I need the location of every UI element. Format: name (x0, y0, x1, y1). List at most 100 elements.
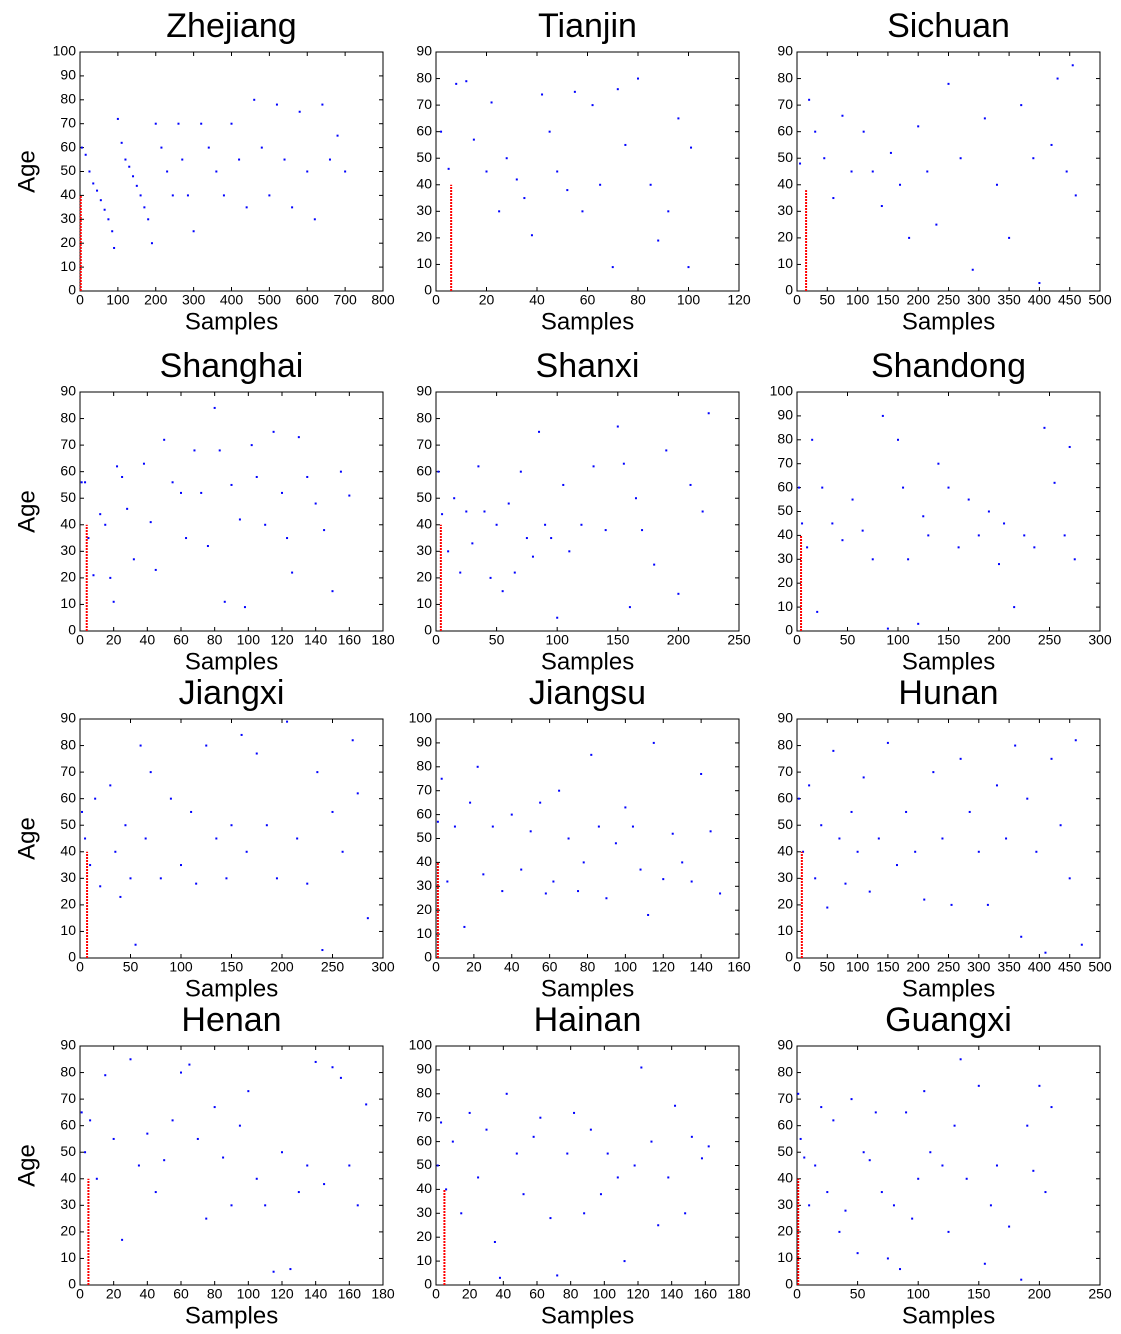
point (1050, 757, 1053, 760)
y-tick-label: 30 (60, 1196, 76, 1212)
plot-frame (796, 391, 1101, 632)
point (868, 890, 871, 893)
point (95, 1177, 98, 1180)
point (707, 1145, 710, 1148)
point (926, 170, 929, 173)
point (121, 475, 124, 478)
y-tick-label: 10 (60, 1249, 76, 1265)
point (1043, 426, 1046, 429)
point (139, 744, 142, 747)
y-tick-label: 50 (777, 502, 793, 518)
point (1013, 606, 1016, 609)
x-tick-label: 0 (432, 632, 440, 648)
point (505, 157, 508, 160)
point (1005, 837, 1008, 840)
point (868, 1159, 871, 1162)
point (1035, 850, 1038, 853)
point (850, 170, 853, 173)
point (590, 753, 593, 756)
y-tick-label: 30 (60, 869, 76, 885)
point (899, 1268, 902, 1271)
point (323, 529, 326, 532)
point (365, 1103, 368, 1106)
point (240, 733, 243, 736)
x-tick-label: 250 (321, 959, 345, 975)
point (674, 1104, 677, 1107)
point (580, 523, 583, 526)
y-tick-label: 0 (424, 1276, 432, 1292)
point (463, 925, 466, 928)
point (634, 497, 637, 500)
x-tick-label: 60 (542, 959, 558, 975)
point (275, 103, 278, 106)
point (297, 1191, 300, 1194)
point (519, 470, 522, 473)
point (657, 1224, 660, 1227)
point (436, 820, 439, 823)
point (862, 130, 865, 133)
point (313, 218, 316, 221)
point (104, 523, 107, 526)
x-tick-label: 200 (907, 959, 931, 975)
x-axis-label: Samples (541, 648, 634, 675)
y-tick-label: 40 (416, 175, 432, 191)
point (947, 82, 950, 85)
x-tick-label: 250 (937, 959, 961, 975)
y-tick-label: 80 (416, 409, 432, 425)
x-tick-label: 0 (76, 632, 84, 648)
point (213, 406, 216, 409)
point (823, 157, 826, 160)
point (667, 1176, 670, 1179)
point (1059, 824, 1062, 827)
point (306, 882, 309, 885)
point (116, 465, 119, 468)
point (562, 483, 565, 486)
point (331, 590, 334, 593)
y-tick-label: 10 (416, 595, 432, 611)
x-tick-label: 100 (546, 632, 570, 648)
y-tick-label: 30 (416, 1204, 432, 1220)
chart-title: Jiangsu (529, 674, 646, 712)
x-tick-label: 160 (338, 632, 362, 648)
chart-title: Tianjin (538, 7, 637, 45)
y-tick-label: 0 (785, 949, 793, 965)
point (677, 117, 680, 120)
point (331, 1066, 334, 1069)
point (604, 529, 607, 532)
y-tick-label: 50 (777, 149, 793, 165)
point (186, 194, 189, 197)
y-tick-label: 20 (416, 1228, 432, 1244)
point (150, 242, 153, 245)
y-tick-label: 90 (60, 67, 76, 83)
y-tick-label: 0 (424, 949, 432, 965)
point (92, 182, 95, 185)
x-tick-label: 180 (727, 1286, 751, 1302)
point (522, 1193, 525, 1196)
y-tick-label: 90 (777, 43, 793, 59)
y-tick-label: 80 (60, 91, 76, 107)
point (81, 810, 84, 813)
x-tick-label: 350 (997, 959, 1021, 975)
x-tick-label: 120 (270, 1286, 294, 1302)
point (530, 234, 533, 237)
y-tick-label: 50 (416, 829, 432, 845)
y-tick-label: 30 (777, 869, 793, 885)
x-axis-label: Samples (902, 1302, 995, 1329)
point (1074, 194, 1077, 197)
y-tick-label: 90 (416, 43, 432, 59)
point (114, 850, 117, 853)
point (253, 98, 256, 101)
point (507, 502, 510, 505)
y-tick-label: 50 (60, 1143, 76, 1159)
point (597, 825, 600, 828)
y-tick-label: 60 (777, 1116, 793, 1132)
point (1020, 935, 1023, 938)
point (544, 892, 547, 895)
point (977, 1084, 980, 1087)
point (816, 610, 819, 613)
point (483, 510, 486, 513)
point (92, 574, 95, 577)
point (440, 130, 443, 133)
point (348, 1164, 351, 1167)
x-tick-label: 100 (907, 1286, 931, 1302)
